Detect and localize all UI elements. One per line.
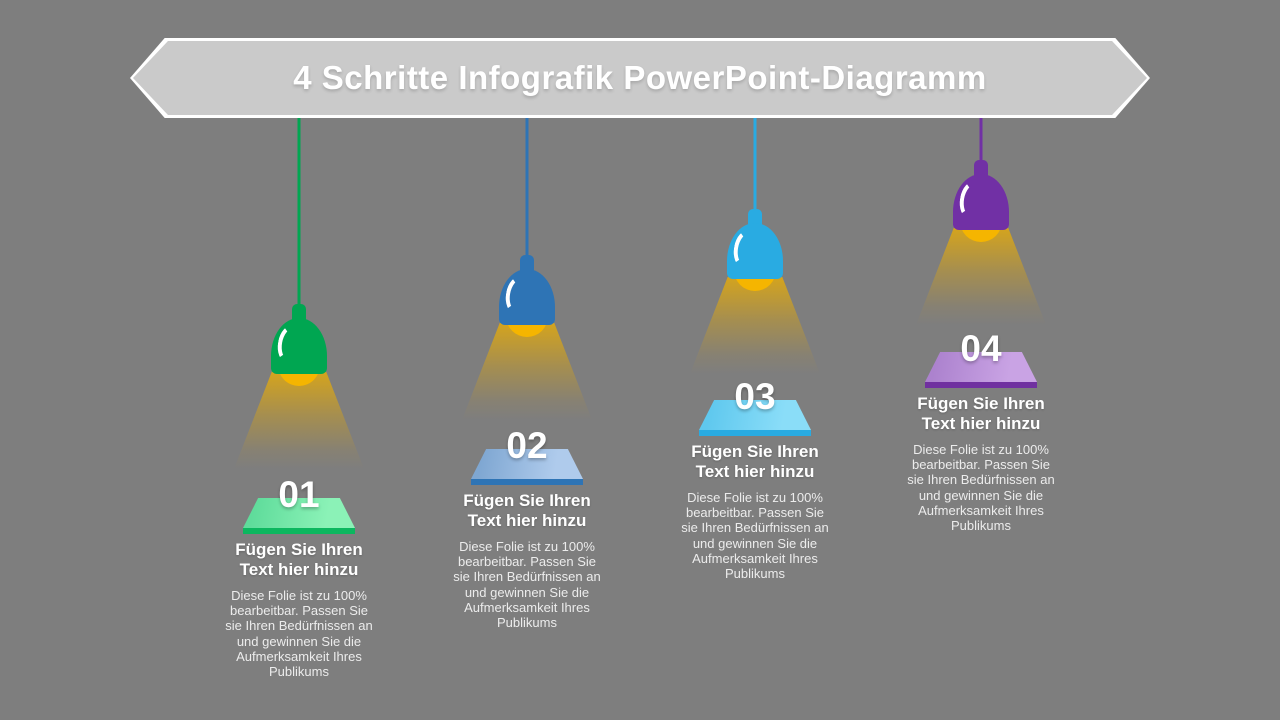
lamp-highlight — [274, 323, 306, 365]
platform-top-face — [699, 400, 811, 430]
step-description: Diese Folie ist zu 100% bearbeitbar. Pas… — [907, 441, 1055, 534]
lamp-shade — [727, 223, 783, 279]
pendant-lamp-icon — [234, 304, 364, 470]
pendant-lamp-icon — [462, 255, 592, 421]
light-beam — [690, 277, 820, 374]
lamp-highlight — [730, 228, 762, 270]
platform-front-edge — [471, 479, 583, 485]
light-beam — [234, 372, 364, 469]
light-beam — [462, 323, 592, 420]
lamp-highlight — [502, 274, 534, 316]
slide-title: 4 Schritte Infografik PowerPoint-Diagram… — [293, 59, 987, 96]
title-banner: 4 Schritte Infografik PowerPoint-Diagram… — [130, 38, 1150, 118]
step-platform — [471, 449, 583, 485]
step-textblock: Fügen Sie Ihren Text hier hinzu Diese Fo… — [663, 442, 847, 582]
step-textblock: Fügen Sie Ihren Text hier hinzu Diese Fo… — [889, 394, 1073, 534]
lamp-cord — [525, 118, 529, 255]
lamp-shade — [499, 269, 555, 325]
step-platform — [243, 498, 355, 534]
platform-front-edge — [243, 528, 355, 534]
step-platform — [925, 352, 1037, 388]
step-description: Diese Folie ist zu 100% bearbeitbar. Pas… — [453, 538, 601, 631]
step-group-04: 04 Fügen Sie Ihren Text hier hinzu Diese… — [889, 118, 1073, 720]
step-number: 01 — [278, 474, 320, 515]
step-heading: Fügen Sie Ihren Text hier hinzu — [691, 442, 819, 482]
step-group-01: 01 Fügen Sie Ihren Text hier hinzu Diese… — [207, 118, 391, 720]
platform-top-face — [471, 449, 583, 479]
lamp-shade — [271, 318, 327, 374]
platform-front-edge — [925, 382, 1037, 388]
lamp-cord — [297, 118, 301, 304]
title-banner-inner: 4 Schritte Infografik PowerPoint-Diagram… — [133, 41, 1147, 115]
step-number: 03 — [734, 376, 776, 417]
pendant-lamp-icon — [916, 160, 1046, 326]
step-description: Diese Folie ist zu 100% bearbeitbar. Pas… — [225, 587, 373, 680]
platform-top-face — [925, 352, 1037, 382]
step-heading: Fügen Sie Ihren Text hier hinzu — [917, 394, 1045, 434]
step-textblock: Fügen Sie Ihren Text hier hinzu Diese Fo… — [207, 540, 391, 680]
lamp-shade — [953, 174, 1009, 230]
step-number: 04 — [960, 328, 1002, 369]
step-textblock: Fügen Sie Ihren Text hier hinzu Diese Fo… — [435, 491, 619, 631]
lamp-highlight — [956, 179, 988, 221]
step-platform — [699, 400, 811, 436]
step-number: 02 — [506, 425, 548, 466]
step-heading: Fügen Sie Ihren Text hier hinzu — [235, 540, 363, 580]
step-group-02: 02 Fügen Sie Ihren Text hier hinzu Diese… — [435, 118, 619, 720]
light-beam — [916, 228, 1046, 325]
lamp-cord — [979, 118, 983, 160]
lamp-cord — [753, 118, 757, 209]
platform-top-face — [243, 498, 355, 528]
step-description: Diese Folie ist zu 100% bearbeitbar. Pas… — [681, 489, 829, 582]
step-group-03: 03 Fügen Sie Ihren Text hier hinzu Diese… — [663, 118, 847, 720]
step-heading: Fügen Sie Ihren Text hier hinzu — [463, 491, 591, 531]
pendant-lamp-icon — [690, 209, 820, 375]
platform-front-edge — [699, 430, 811, 436]
